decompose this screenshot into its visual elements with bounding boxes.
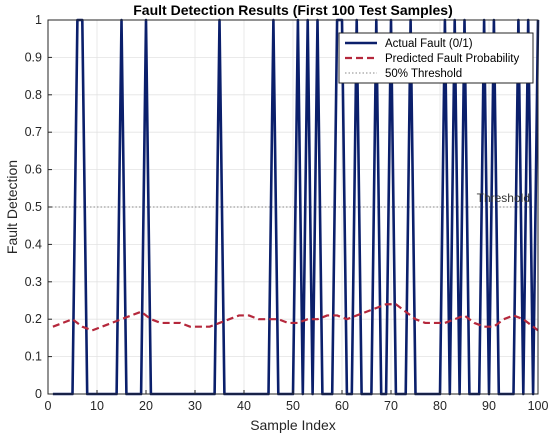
x-tick-label: 20 (139, 399, 153, 413)
x-tick-label: 50 (286, 399, 300, 413)
x-tick-label: 90 (482, 399, 496, 413)
legend-entry-threshold: 50% Threshold (385, 68, 462, 80)
y-tick-label: 0.6 (25, 163, 42, 177)
x-axis-label: Sample Index (250, 417, 336, 433)
series-predicted-probability (52, 303, 539, 332)
y-tick-label: 0.3 (25, 275, 42, 289)
y-tick-label: 0.4 (25, 237, 42, 251)
y-tick-label: 0.7 (25, 125, 42, 139)
legend-entry-predicted: Predicted Fault Probability (385, 53, 519, 65)
x-tick-label: 60 (335, 399, 349, 413)
chart-title: Fault Detection Results (First 100 Test … (133, 2, 453, 18)
x-tick-label: 0 (45, 399, 52, 413)
x-tick-label: 80 (433, 399, 447, 413)
x-tick-label: 30 (188, 399, 202, 413)
y-tick-label: 0.1 (25, 350, 42, 364)
threshold-annotation: Threshold (477, 191, 530, 205)
y-tick-label: 0.9 (25, 50, 42, 64)
y-tick-label: 0.5 (25, 200, 42, 214)
x-tick-label: 100 (528, 399, 549, 413)
y-tick-label: 0.8 (25, 88, 42, 102)
y-tick-label: 0 (35, 387, 42, 401)
x-tick-label: 70 (384, 399, 398, 413)
legend-entry-actual: Actual Fault (0/1) (385, 38, 473, 50)
y-axis-label: Fault Detection (4, 160, 20, 254)
y-tick-label: 0.2 (25, 312, 42, 326)
x-tick-label: 40 (237, 399, 251, 413)
legend: Actual Fault (0/1) Predicted Fault Proba… (338, 32, 534, 84)
axis-ticks: 0 10 20 30 40 50 60 70 80 90 100 0 0.1 0.2 0.3 0.4 0.5 0.… (25, 13, 549, 413)
x-tick-label: 10 (90, 399, 104, 413)
y-tick-label: 1 (35, 13, 42, 27)
